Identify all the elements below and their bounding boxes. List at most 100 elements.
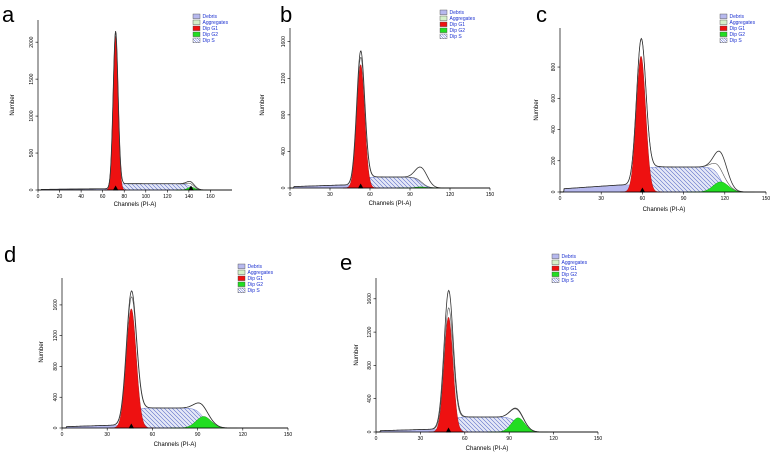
y-tick-label-a-4: 2000 <box>29 36 35 47</box>
x-axis-label-e: Channels (PI-A) <box>466 446 509 452</box>
x-tick-label-b-2: 60 <box>367 192 373 198</box>
legend-label-s-d: Dip S <box>248 288 261 294</box>
legend-swatch-aggregates-d <box>238 270 245 275</box>
x-tick-label-c-4: 120 <box>721 196 730 202</box>
x-tick-label-e-4: 120 <box>549 436 558 442</box>
y-axis-label-a: Number <box>10 94 16 115</box>
x-tick-label-c-2: 60 <box>640 196 646 202</box>
x-tick-label-b-1: 30 <box>327 192 333 198</box>
y-axis-label-d: Number <box>39 341 45 362</box>
histogram-b <box>290 51 490 188</box>
legend-swatch-s-c <box>720 38 727 43</box>
x-axis-label-c: Channels (PI-A) <box>643 207 686 213</box>
y-axis-label-b: Number <box>260 94 266 115</box>
x-tick-label-a-0: 0 <box>37 194 40 200</box>
y-tick-label-e-3: 1200 <box>367 326 373 337</box>
legend-swatch-g1-d <box>238 276 245 281</box>
y-tick-label-a-2: 1000 <box>29 110 35 121</box>
x-tick-label-e-3: 90 <box>506 436 512 442</box>
y-tick-label-d-3: 1200 <box>53 330 59 341</box>
y-tick-label-d-0: 0 <box>53 426 59 429</box>
y-tick-label-a-0: 0 <box>29 188 35 191</box>
legend-swatch-s-b <box>440 34 447 39</box>
x-tick-label-a-4: 80 <box>121 194 127 200</box>
y-tick-label-d-1: 400 <box>53 393 59 402</box>
x-axis-label-d: Channels (PI-A) <box>154 442 197 448</box>
legend-swatch-s-e <box>552 278 559 283</box>
y-ticks-a: 0 500 1000 1500 2000 <box>29 36 38 191</box>
legend-swatch-s-d <box>238 288 245 293</box>
legend-swatch-s-a <box>193 38 200 43</box>
panel-letter-a: a <box>2 2 15 27</box>
legend-swatch-debris-e <box>552 254 559 259</box>
panel-letter-c: c <box>536 2 547 27</box>
x-tick-label-d-4: 120 <box>239 432 248 438</box>
y-tick-label-b-2: 800 <box>281 110 287 119</box>
histogram-a <box>38 31 232 190</box>
legend-swatch-debris-c <box>720 14 727 19</box>
x-tick-label-c-0: 0 <box>559 196 562 202</box>
g1-peak-b <box>343 65 379 188</box>
x-tick-label-e-2: 60 <box>462 436 468 442</box>
data-curve-d <box>62 291 288 428</box>
x-tick-label-b-3: 90 <box>407 192 413 198</box>
x-axis-label-b: Channels (PI-A) <box>369 201 412 207</box>
histogram-c <box>560 39 766 192</box>
y-tick-label-b-1: 400 <box>281 147 287 156</box>
legend-swatch-g2-e <box>552 272 559 277</box>
data-curve-e <box>376 290 598 432</box>
y-axis-label-e: Number <box>354 344 360 365</box>
x-tick-label-e-0: 0 <box>375 436 378 442</box>
y-tick-label-b-3: 1200 <box>281 73 287 84</box>
legend-label-s-e: Dip S <box>562 278 575 284</box>
y-tick-label-a-1: 500 <box>29 149 35 158</box>
legend-label-s-a: Dip S <box>203 38 216 44</box>
x-tick-label-a-8: 160 <box>206 194 215 200</box>
y-ticks-d: 0 400 800 1200 1600 <box>53 299 62 429</box>
x-tick-label-d-1: 30 <box>104 432 110 438</box>
y-tick-label-c-4: 800 <box>551 63 557 72</box>
model-curve-a <box>38 33 232 190</box>
y-tick-label-e-4: 1600 <box>367 293 373 304</box>
x-tick-label-a-2: 40 <box>78 194 84 200</box>
y-tick-label-b-0: 0 <box>281 186 287 189</box>
y-tick-label-d-4: 1600 <box>53 299 59 310</box>
y-tick-label-e-2: 800 <box>367 361 373 370</box>
legend-swatch-g2-d <box>238 282 245 287</box>
x-tick-label-c-1: 30 <box>598 196 604 202</box>
x-tick-label-a-6: 120 <box>163 194 172 200</box>
y-tick-label-a-3: 1500 <box>29 73 35 84</box>
y-tick-label-d-2: 800 <box>53 362 59 371</box>
g1-peak-a <box>104 36 126 190</box>
legend-swatch-aggregates-c <box>720 20 727 25</box>
histogram-d <box>62 291 288 428</box>
x-tick-label-a-5: 100 <box>142 194 151 200</box>
legend-label-s-b: Dip S <box>450 34 463 40</box>
data-curve-b <box>290 51 490 188</box>
x-tick-label-d-3: 90 <box>195 432 201 438</box>
legend-swatch-g2-b <box>440 28 447 33</box>
y-tick-label-c-3: 600 <box>551 94 557 103</box>
x-tick-label-b-4: 120 <box>446 192 455 198</box>
y-tick-label-c-2: 400 <box>551 125 557 134</box>
model-curve-b <box>290 57 490 188</box>
legend-swatch-debris-a <box>193 14 200 19</box>
x-tick-label-e-1: 30 <box>418 436 424 442</box>
data-curve-a <box>38 31 232 190</box>
